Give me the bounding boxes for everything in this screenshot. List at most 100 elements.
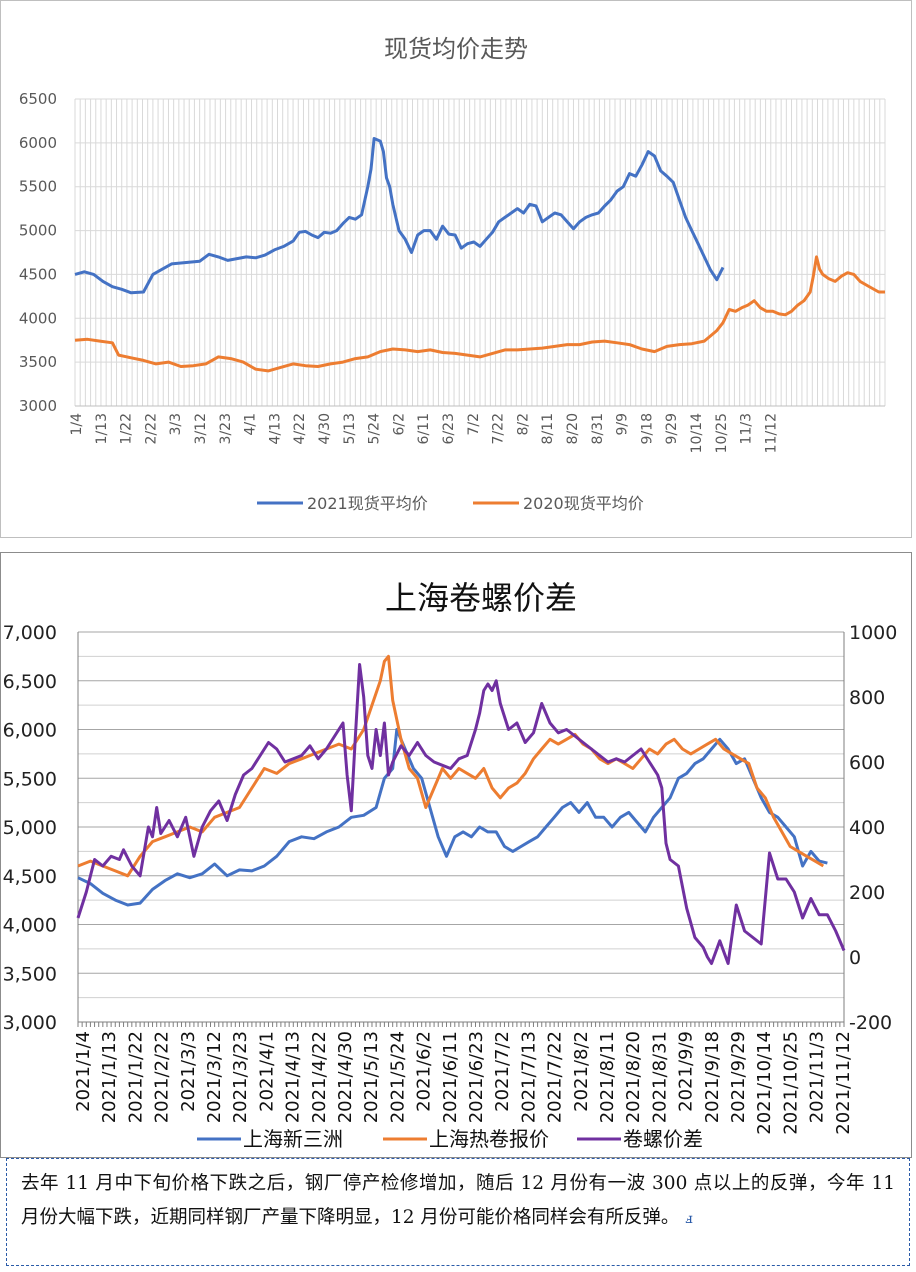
x-tick-label: 11/12	[763, 413, 779, 453]
x-tick-label: 2021/5/24	[387, 1031, 408, 1123]
legend-label: 2020现货平均价	[523, 494, 644, 513]
analysis-note: 去年 11 月中下旬价格下跌之后，钢厂停产检修增加，随后 12 月份有一波 30…	[6, 1158, 910, 1266]
chart-title: 上海卷螺价差	[385, 579, 577, 617]
analysis-note-text: 去年 11 月中下旬价格下跌之后，钢厂停产检修增加，随后 12 月份有一波 30…	[21, 1173, 895, 1228]
y-tick-label: 4,000	[3, 915, 57, 937]
y-tick-label: 3000	[19, 397, 57, 415]
x-tick-label: 2021/4/22	[309, 1031, 330, 1123]
y2-tick-label: -200	[849, 1012, 892, 1034]
x-tick-label: 2021/10/25	[780, 1031, 801, 1135]
y-tick-label: 3500	[19, 353, 57, 371]
paragraph-mark: ⅎ	[685, 1211, 693, 1227]
x-tick-label: 2021/11/12	[833, 1031, 854, 1135]
x-tick-label: 2021/4/30	[335, 1031, 356, 1123]
series-line-3	[76, 663, 846, 965]
x-tick-label: 2021/7/2	[492, 1031, 513, 1112]
y-tick-label: 7,000	[3, 622, 57, 644]
y-tick-label: 6000	[19, 134, 57, 152]
x-tick-label: 6/23	[441, 413, 457, 444]
series-line-2	[77, 654, 825, 878]
x-tick-label: 2021/4/1	[256, 1031, 277, 1112]
y-tick-label: 3,500	[3, 963, 57, 985]
coil-rebar-spread-chart: 上海卷螺价差 3,000 3,500 4,000 4,500 5,000 5,500 6,00…	[3, 579, 898, 1151]
legend-label: 上海新三洲	[243, 1127, 343, 1151]
y-tick-label: 5000	[19, 222, 57, 240]
legend-label: 上海热卷报价	[429, 1127, 549, 1151]
x-tick-label: 1/4	[69, 413, 85, 436]
x-tick-label: 6/2	[391, 413, 407, 436]
chart-panel-spot-price: 现货均价走势 3000 3500 4000 4500 5000 5500 6000 6500 1/…	[0, 0, 912, 538]
x-tick-label: 2021/3/12	[204, 1031, 225, 1123]
x-tick-label: 4/13	[267, 413, 283, 444]
x-tick-label: 2021/8/20	[623, 1031, 644, 1123]
x-tick-label: 2021/6/23	[466, 1031, 487, 1123]
x-tick-label: 3/12	[193, 413, 209, 444]
x-tick-label: 2/22	[143, 413, 159, 444]
x-tick-label: 2021/8/11	[597, 1031, 618, 1123]
x-tick-label: 2021/6/2	[414, 1031, 435, 1112]
legend-label: 2021现货平均价	[307, 494, 428, 513]
x-tick-label: 2021/7/22	[545, 1031, 566, 1123]
x-tick-label: 2021/9/9	[676, 1031, 697, 1112]
x-tick-label: 7/22	[491, 413, 507, 444]
x-tick-label: 1/22	[119, 413, 135, 444]
x-tick-label: 6/11	[416, 413, 432, 444]
x-tick-label: 5/13	[342, 413, 358, 444]
x-tick-label: 2021/10/14	[754, 1031, 775, 1135]
legend-label: 卷螺价差	[623, 1127, 703, 1151]
x-tick-label: 11/3	[739, 413, 755, 444]
x-tick-label: 9/18	[639, 413, 655, 444]
x-tick-label: 2021/8/2	[571, 1031, 592, 1112]
x-tick-label: 2021/2/22	[152, 1031, 173, 1123]
y-tick-label: 5,000	[3, 817, 57, 839]
x-tick-label: 2021/3/3	[178, 1031, 199, 1112]
x-tick-label: 2021/9/18	[702, 1031, 723, 1123]
y-tick-label: 6,500	[3, 671, 57, 693]
chart-panel-coil-rebar-spread: 上海卷螺价差 3,000 3,500 4,000 4,500 5,000 5,500 6,00…	[0, 552, 912, 1158]
y-tick-label: 4000	[19, 309, 57, 327]
x-tick-label: 2021/1/4	[73, 1031, 94, 1112]
x-tick-label: 4/22	[292, 413, 308, 444]
series-line-1	[74, 137, 725, 295]
y2-tick-label: 0	[849, 947, 861, 969]
x-tick-label: 2021/5/13	[361, 1031, 382, 1123]
y2-tick-label: 800	[849, 687, 885, 709]
y2-tick-label: 600	[849, 752, 885, 774]
y-tick-label: 5500	[19, 178, 57, 196]
x-tick-label: 1/13	[94, 413, 110, 444]
series-line-2	[74, 255, 885, 373]
x-tick-label: 4/1	[243, 413, 259, 436]
y-tick-label: 6500	[19, 90, 57, 108]
x-tick-label: 7/2	[466, 413, 482, 436]
y-tick-label: 4,500	[3, 866, 57, 888]
x-tick-label: 2021/3/23	[230, 1031, 251, 1123]
y2-tick-label: 200	[849, 882, 885, 904]
x-tick-label: 10/25	[714, 413, 730, 453]
x-tick-label: 2021/8/31	[649, 1031, 670, 1123]
x-tick-label: 9/29	[664, 413, 680, 444]
x-tick-label: 2021/1/22	[125, 1031, 146, 1123]
x-tick-label: 9/9	[615, 413, 631, 436]
x-tick-label: 8/11	[540, 413, 556, 444]
x-tick-label: 5/24	[367, 413, 383, 445]
x-tick-label: 3/23	[218, 413, 234, 444]
y-tick-label: 6,000	[3, 720, 57, 742]
y-tick-label: 5,500	[3, 768, 57, 790]
x-tick-label: 10/14	[689, 413, 705, 453]
x-tick-label: 2021/6/11	[440, 1031, 461, 1123]
x-tick-label: 8/31	[590, 413, 606, 444]
chart-title: 现货均价走势	[384, 35, 528, 63]
y-tick-label: 4500	[19, 265, 57, 283]
x-tick-label: 4/30	[317, 413, 333, 444]
x-tick-label: 2021/1/13	[99, 1031, 120, 1123]
x-tick-label: 2021/9/29	[728, 1031, 749, 1123]
series-line-1	[77, 728, 828, 907]
x-tick-label: 2021/7/13	[518, 1031, 539, 1123]
x-tick-label: 2021/4/13	[283, 1031, 304, 1123]
y-tick-label: 3,000	[3, 1012, 57, 1034]
x-tick-label: 8/2	[515, 413, 531, 436]
x-tick-label: 3/3	[168, 413, 184, 436]
spot-price-chart: 现货均价走势 3000 3500 4000 4500 5000 5500 6000 6500 1/…	[19, 35, 886, 513]
y2-tick-label: 1000	[849, 622, 897, 644]
x-tick-label: 8/20	[565, 413, 581, 444]
